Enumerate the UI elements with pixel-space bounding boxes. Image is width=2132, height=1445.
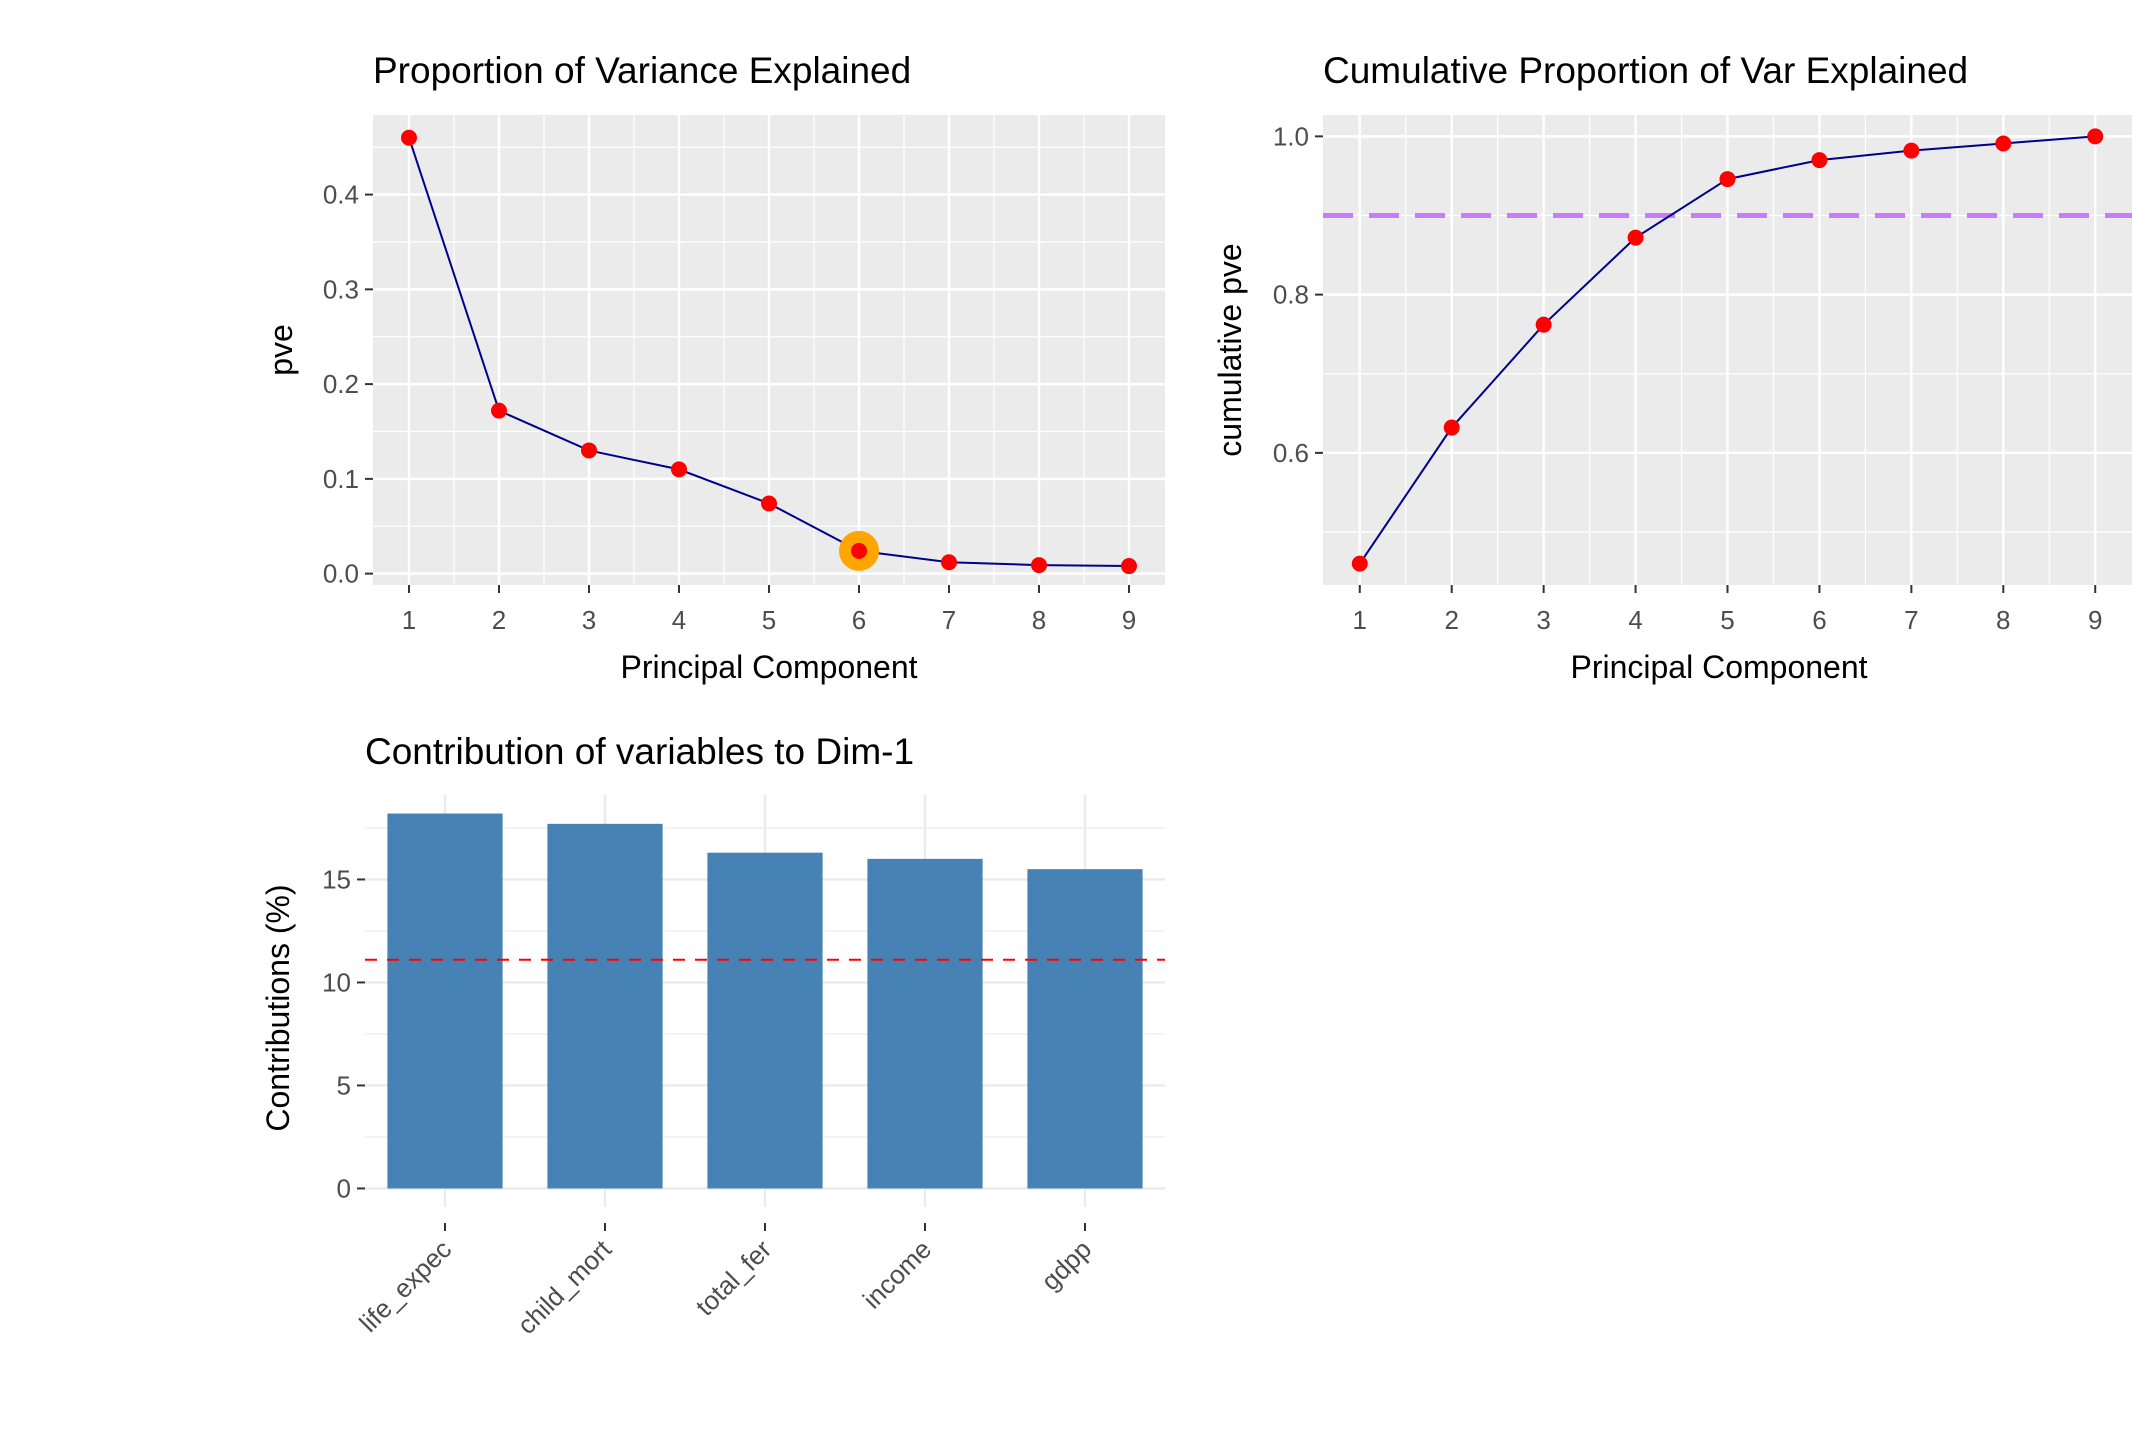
cumulative-pve-chart-series xyxy=(1323,128,2132,572)
bar xyxy=(387,813,503,1189)
y-tick-label: 0.6 xyxy=(1273,438,1309,468)
contribution-chart-y-axis-title: Contributions (%) xyxy=(260,884,296,1131)
data-point xyxy=(761,495,777,512)
cumulative-pve-chart-x-axis-title: Principal Component xyxy=(1570,649,1867,685)
cumulative-pve-chart-grid xyxy=(1323,115,2132,585)
x-tick-label: 2 xyxy=(492,605,506,635)
data-point xyxy=(851,542,867,559)
x-tick-label: 3 xyxy=(1536,605,1550,635)
x-tick-label: 9 xyxy=(2088,605,2102,635)
contribution-chart: Contribution of variables to Dim-1 0 5 10 1… xyxy=(260,731,1165,1340)
data-point xyxy=(1443,419,1460,436)
x-tick-label: 6 xyxy=(852,605,866,635)
cumulative-pve-chart-ticks: 0.6 0.8 1.0 1 2 3 4 5 6 7 8 9 xyxy=(1273,121,2103,635)
pve-chart-grid xyxy=(373,115,1165,585)
data-point xyxy=(491,402,507,419)
data-point xyxy=(1811,152,1828,169)
data-point xyxy=(1627,229,1644,246)
data-point xyxy=(1351,555,1368,572)
y-tick-label: 0 xyxy=(337,1173,351,1203)
cumulative-pve-chart-title: Cumulative Proportion of Var Explained xyxy=(1323,50,1968,91)
data-point xyxy=(1031,557,1047,574)
x-tick-label: 1 xyxy=(402,605,416,635)
data-point xyxy=(1535,316,1552,333)
x-tick-label: 1 xyxy=(1353,605,1367,635)
data-point xyxy=(1995,135,2012,152)
pve-chart-series xyxy=(401,129,1137,575)
pve-chart-x-axis-title: Principal Component xyxy=(620,649,917,685)
x-tick-label: 5 xyxy=(762,605,776,635)
cumulative-pve-chart-y-axis-title: cumulative pve xyxy=(1212,243,1248,456)
data-point xyxy=(1903,142,1920,159)
x-tick-label: total_fer xyxy=(690,1234,778,1322)
y-tick-label: 0.4 xyxy=(323,180,359,210)
x-tick-label: 4 xyxy=(1628,605,1642,635)
x-tick-label: child_mort xyxy=(511,1233,618,1340)
x-tick-label: 7 xyxy=(1904,605,1918,635)
x-tick-label: 5 xyxy=(1720,605,1734,635)
y-tick-label: 0.8 xyxy=(1273,280,1309,310)
y-tick-label: 0.0 xyxy=(323,559,359,589)
data-point xyxy=(2087,128,2104,145)
bar xyxy=(1027,869,1143,1189)
data-point xyxy=(671,461,687,478)
data-point xyxy=(401,129,417,146)
y-tick-label: 15 xyxy=(322,864,351,894)
x-tick-label: gdpp xyxy=(1035,1234,1097,1296)
x-tick-label: 7 xyxy=(942,605,956,635)
contribution-chart-series xyxy=(365,813,1165,1189)
data-point xyxy=(581,442,597,459)
y-tick-label: 10 xyxy=(322,967,351,997)
x-tick-label: 2 xyxy=(1444,605,1458,635)
data-point xyxy=(1719,171,1736,188)
pve-chart-y-axis-title: pve xyxy=(263,324,299,376)
bar xyxy=(707,852,823,1189)
x-tick-label: 8 xyxy=(1032,605,1046,635)
contribution-chart-title: Contribution of variables to Dim-1 xyxy=(365,731,914,772)
y-tick-label: 0.2 xyxy=(323,369,359,399)
x-tick-label: 6 xyxy=(1812,605,1826,635)
x-tick-label: 3 xyxy=(582,605,596,635)
bar xyxy=(547,823,663,1189)
y-tick-label: 0.1 xyxy=(323,464,359,494)
x-tick-label: 4 xyxy=(672,605,686,635)
bar xyxy=(867,858,983,1189)
pve-chart: Proportion of Variance Explained 0.00.10… xyxy=(263,50,1165,685)
x-tick-label: 9 xyxy=(1122,605,1136,635)
pve-chart-title: Proportion of Variance Explained xyxy=(373,50,911,91)
y-tick-label: 5 xyxy=(337,1070,351,1100)
data-point xyxy=(1121,558,1137,575)
y-tick-label: 0.3 xyxy=(323,274,359,304)
x-tick-label: income xyxy=(857,1234,937,1314)
pve-chart-ticks: 0.0 0.1 0.2 0.3 0.4 1 2 3 4 5 6 7 8 9 xyxy=(323,180,1136,635)
data-point xyxy=(941,554,957,571)
x-tick-label: 8 xyxy=(1996,605,2010,635)
cumulative-pve-chart: Cumulative Proportion of Var Explained 0… xyxy=(1212,50,2132,685)
x-tick-label: life_expec xyxy=(353,1234,457,1338)
y-tick-label: 1.0 xyxy=(1273,121,1309,151)
